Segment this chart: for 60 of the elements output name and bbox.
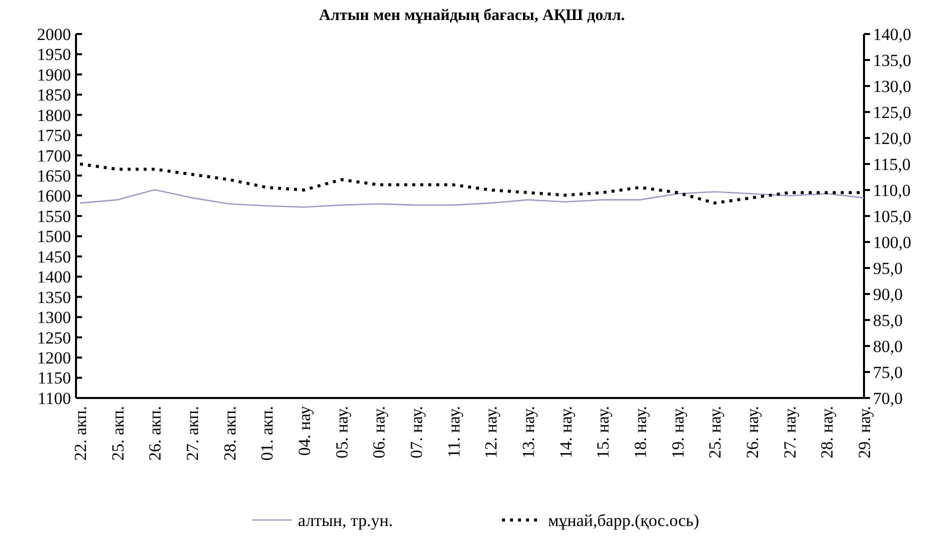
x-tick-label: 04. нау [295, 406, 314, 456]
x-tick-label: 25. нау. [706, 406, 725, 458]
legend-label: алтын, тр.ун. [298, 510, 393, 530]
y2-tick-label: 120,0 [873, 128, 912, 148]
x-tick-label: 29. нау. [855, 406, 874, 458]
y-tick-label: 1950 [37, 45, 71, 64]
y2-tick-label: 90,0 [873, 284, 903, 304]
y2-tick-label: 80,0 [873, 336, 903, 356]
y2-tick-label: 75,0 [873, 362, 903, 382]
y-tick-label: 1800 [37, 106, 71, 125]
y-tick-label: 1300 [37, 308, 71, 328]
y2-tick-label: 140,0 [873, 24, 912, 44]
y-tick-label: 2000 [37, 24, 71, 44]
y2-tick-label: 70,0 [873, 388, 903, 408]
x-tick-label: 27. акп. [183, 406, 202, 461]
x-tick-label: 18. нау. [631, 406, 650, 458]
y-tick-label: 1100 [38, 388, 71, 408]
y-tick-label: 1900 [37, 65, 71, 84]
x-tick-label: 14. нау. [556, 406, 576, 458]
y2-tick-label: 95,0 [873, 258, 903, 278]
x-tick-label: 07. нау. [407, 406, 426, 458]
x-tick-label: 13. нау. [519, 406, 538, 458]
y2-tick-label: 85,0 [873, 310, 903, 330]
y-tick-label: 1700 [37, 146, 71, 166]
y2-tick-label: 105,0 [873, 206, 912, 226]
x-tick-label: 01. акп. [258, 406, 277, 461]
y2-tick-label: 125,0 [873, 102, 912, 122]
x-tick-label: 26. нау. [743, 406, 762, 458]
y-tick-label: 1350 [37, 288, 71, 307]
x-tick-label: 26. акп. [146, 406, 165, 461]
x-tick-label: 05. нау. [332, 406, 352, 458]
y-tick-label: 1250 [37, 328, 71, 348]
y2-tick-label: 130,0 [873, 76, 912, 96]
y2-tick-label: 110,0 [873, 180, 911, 200]
x-tick-label: 06. нау. [370, 406, 389, 458]
x-tick-label: 27. нау. [780, 406, 800, 458]
y2-tick-label: 100,0 [873, 232, 912, 252]
y2-tick-label: 135,0 [873, 50, 912, 70]
y2-tick-label: 115,0 [873, 154, 911, 174]
line-series [79, 189, 865, 208]
y-tick-label: 1200 [37, 348, 71, 368]
y-tick-label: 1150 [38, 368, 71, 388]
y-tick-label: 1750 [37, 126, 71, 146]
y-tick-label: 1550 [37, 206, 71, 226]
y-tick-label: 1600 [37, 186, 71, 206]
y-tick-label: 1450 [37, 247, 71, 266]
y-tick-label: 1850 [37, 86, 71, 105]
x-tick-label: 22. акп. [71, 406, 90, 461]
legend-label: мұнай,барр.(қос.ось) [548, 510, 700, 530]
y-tick-label: 1650 [37, 166, 71, 186]
y-tick-label: 1500 [37, 227, 71, 246]
x-tick-label: 28. нау. [818, 406, 837, 458]
x-tick-label: 28. акп. [220, 406, 240, 461]
chart-title: Алтын мен мұнайдың бағасы, АҚШ долл. [319, 7, 625, 24]
x-tick-label: 15. нау. [594, 406, 613, 458]
x-tick-label: 11. нау. [444, 406, 464, 458]
x-tick-label: 12. нау. [482, 406, 501, 458]
y-tick-label: 1400 [37, 268, 71, 287]
x-tick-label: 19. нау. [668, 406, 688, 458]
x-tick-label: 25. акп. [108, 406, 128, 461]
